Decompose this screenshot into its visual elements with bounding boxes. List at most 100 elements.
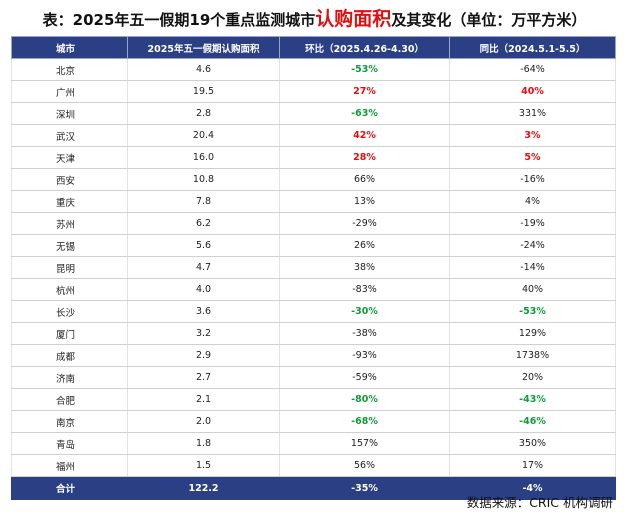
city-cell: 深圳 [11,102,128,125]
table-row: 天津 16.0 28% 5% [11,146,616,169]
city-cell: 南京 [11,410,128,433]
yoy-cell: 20% [449,366,616,389]
city-cell: 合肥 [11,388,128,411]
area-cell: 19.5 [127,80,280,103]
mom-cell: -68% [279,410,450,433]
yoy-cell: 350% [449,432,616,455]
mom-cell: -93% [279,344,450,367]
title-suffix: 及其变化（单位：万平方米） [391,11,587,29]
total-area: 122.2 [127,476,280,500]
source-note: 数据来源：CRIC 机构调研 [466,495,613,510]
yoy-cell: 331% [449,102,616,125]
area-cell: 4.6 [127,58,280,81]
table-row: 青岛 1.8 157% 350% [11,432,616,455]
yoy-cell: -46% [449,410,616,433]
mom-cell: 42% [279,124,450,147]
city-cell: 杭州 [11,278,128,301]
area-cell: 2.8 [127,102,280,125]
yoy-cell: -53% [449,300,616,323]
title-highlight: 认购面积 [315,8,392,30]
table-row: 武汉 20.4 42% 3% [11,124,616,147]
yoy-cell: 5% [449,146,616,169]
yoy-cell: 40% [449,80,616,103]
yoy-cell: 1738% [449,344,616,367]
area-cell: 4.0 [127,278,280,301]
table-row: 北京 4.6 -53% -64% [11,58,616,81]
title-prefix: 表：2025年五一假期19个重点监测城市 [42,11,316,29]
table-row: 厦门 3.2 -38% 129% [11,322,616,345]
yoy-cell: -43% [449,388,616,411]
area-cell: 1.8 [127,432,280,455]
yoy-cell: 129% [449,322,616,345]
city-cell: 昆明 [11,256,128,279]
mom-cell: -63% [279,102,450,125]
header-yoy: 同比（2024.5.1-5.5） [449,36,616,59]
area-cell: 2.7 [127,366,280,389]
mom-cell: 38% [279,256,450,279]
area-cell: 1.5 [127,454,280,477]
header-area: 2025年五一假期认购面积 [127,36,280,59]
table-row: 无锡 5.6 26% -24% [11,234,616,257]
yoy-cell: -14% [449,256,616,279]
total-row: 合计 122.2 -35% -4% [11,476,616,500]
total-mom: -35% [279,476,450,500]
area-cell: 7.8 [127,190,280,213]
table-row: 合肥 2.1 -80% -43% [11,388,616,411]
table-row: 福州 1.5 56% 17% [11,454,616,477]
mom-cell: 27% [279,80,450,103]
area-cell: 4.7 [127,256,280,279]
city-cell: 广州 [11,80,128,103]
mom-cell: 56% [279,454,450,477]
mom-cell: 157% [279,432,450,455]
table-row: 济南 2.7 -59% 20% [11,366,616,389]
area-cell: 2.0 [127,410,280,433]
city-cell: 重庆 [11,190,128,213]
table-row: 昆明 4.7 38% -14% [11,256,616,279]
header-mom: 环比（2025.4.26-4.30） [279,36,450,59]
table-row: 成都 2.9 -93% 1738% [11,344,616,367]
yoy-cell: -24% [449,234,616,257]
area-cell: 20.4 [127,124,280,147]
mom-cell: -80% [279,388,450,411]
area-cell: 6.2 [127,212,280,235]
area-cell: 2.9 [127,344,280,367]
city-cell: 西安 [11,168,128,191]
yoy-cell: 40% [449,278,616,301]
mom-cell: 28% [279,146,450,169]
area-cell: 5.6 [127,234,280,257]
city-cell: 长沙 [11,300,128,323]
table-row: 深圳 2.8 -63% 331% [11,102,616,125]
yoy-cell: 4% [449,190,616,213]
area-cell: 16.0 [127,146,280,169]
table-row: 长沙 3.6 -30% -53% [11,300,616,323]
city-cell: 福州 [11,454,128,477]
header-city: 城市 [11,36,128,59]
table-row: 西安 10.8 66% -16% [11,168,616,191]
mom-cell: -83% [279,278,450,301]
mom-cell: -38% [279,322,450,345]
total-label: 合计 [11,476,128,500]
table-row: 苏州 6.2 -29% -19% [11,212,616,235]
table-body: 北京 4.6 -53% -64% 广州 19.5 27% 40% 深圳 2.8 -63% 331% 武汉… [11,58,616,500]
city-cell: 济南 [11,366,128,389]
total-yoy: -4% [449,476,616,500]
data-table: 城市 2025年五一假期认购面积 环比（2025.4.26-4.30） 同比（2… [11,36,616,500]
mom-cell: -30% [279,300,450,323]
yoy-cell: -19% [449,212,616,235]
area-cell: 3.6 [127,300,280,323]
table-row: 杭州 4.0 -83% 40% [11,278,616,301]
table-header-row: 城市 2025年五一假期认购面积 环比（2025.4.26-4.30） 同比（2… [11,36,616,59]
city-cell: 无锡 [11,234,128,257]
city-cell: 北京 [11,58,128,81]
city-cell: 天津 [11,146,128,169]
table-row: 南京 2.0 -68% -46% [11,410,616,433]
area-cell: 2.1 [127,388,280,411]
table-row: 重庆 7.8 13% 4% [11,190,616,213]
mom-cell: -29% [279,212,450,235]
page-title: 表：2025年五一假期19个重点监测城市认购面积及其变化（单位：万平方米） [0,4,629,31]
city-cell: 青岛 [11,432,128,455]
mom-cell: 66% [279,168,450,191]
city-cell: 武汉 [11,124,128,147]
city-cell: 厦门 [11,322,128,345]
yoy-cell: 17% [449,454,616,477]
